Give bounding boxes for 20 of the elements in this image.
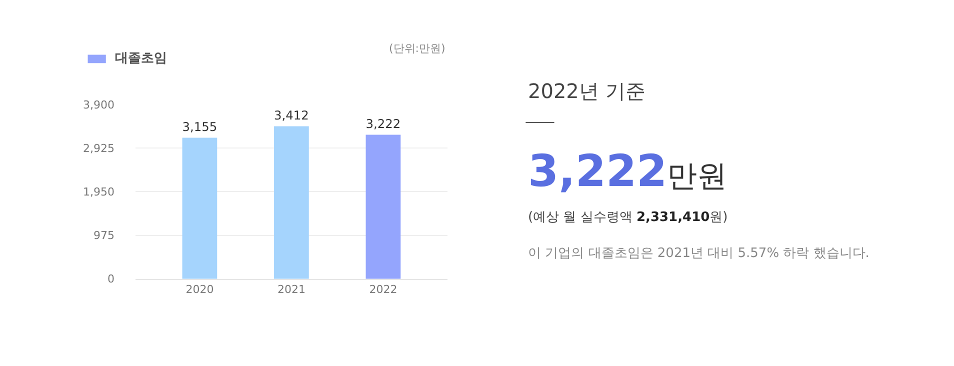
y-tick-label: 0 — [107, 272, 114, 286]
y-tick-label: 975 — [93, 229, 114, 242]
text: 3,222 — [366, 117, 401, 132]
y-tick-label: 3,900 — [82, 98, 114, 112]
x-tick-label: 2022 — [369, 283, 398, 296]
text: 3,155 — [182, 120, 218, 134]
text: (단위:만원) — [389, 42, 446, 55]
x-tick-label: 2021 — [277, 283, 306, 296]
bar — [274, 126, 309, 279]
text: 2022년 기준 — [528, 79, 646, 103]
y-tick-label: 2,925 — [82, 142, 114, 155]
bar — [182, 138, 218, 279]
bar — [366, 134, 401, 279]
y-tick-label: 1,950 — [82, 186, 114, 199]
legend-label: 대졸초임 — [115, 51, 167, 66]
text: (예상 월 실수령액 2,331,410원) — [528, 210, 728, 225]
text: 이 기업의 대졸초임은 2021년 대비 5.57% 하락 했습니다. — [528, 246, 870, 261]
x-tick-label: 2020 — [186, 283, 214, 296]
text: 3,412 — [274, 108, 309, 123]
text: 3,222만원 — [528, 146, 728, 197]
